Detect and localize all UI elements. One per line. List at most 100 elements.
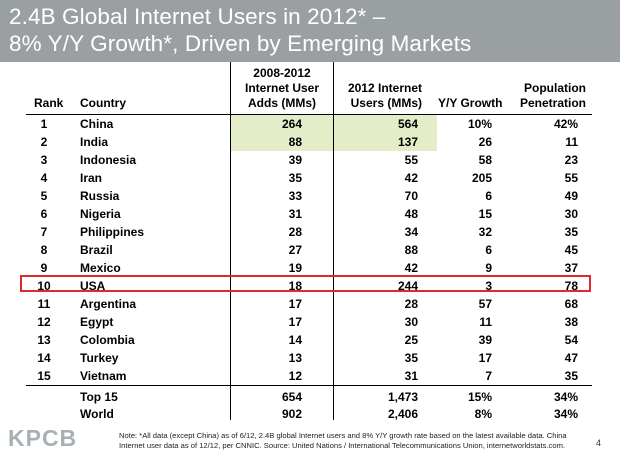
cell-growth: 8% xyxy=(474,407,492,421)
cell-adds: 19 xyxy=(288,261,302,275)
cell-users: 1,473 xyxy=(387,390,418,404)
cell-users: 70 xyxy=(404,189,418,203)
cell-country: Argentina xyxy=(80,297,137,311)
cell-pen: 55 xyxy=(564,171,578,185)
cell-adds: 654 xyxy=(281,390,302,404)
cell-growth: 57 xyxy=(478,297,492,311)
cell-pen: 30 xyxy=(564,207,578,221)
cell-users: 88 xyxy=(404,243,418,257)
cell-rank: 2 xyxy=(40,135,48,149)
cell-growth: 39 xyxy=(478,333,492,347)
header-growth: Y/Y Growth xyxy=(438,96,503,110)
cell-users: 42 xyxy=(404,261,418,275)
cell-pen: 35 xyxy=(564,225,578,239)
cell-country: Mexico xyxy=(80,261,121,275)
cell-growth: 32 xyxy=(478,225,492,239)
header-adds: 2008-2012 Internet User Adds (MMs) xyxy=(232,66,332,111)
header-penetration-line-2: Penetration xyxy=(519,96,586,110)
kpcb-logo: KPCB xyxy=(8,425,78,451)
cell-rank: 10 xyxy=(37,279,51,293)
cell-country: Russia xyxy=(80,189,120,203)
header-bottom-rule xyxy=(26,114,592,115)
cell-pen: 35 xyxy=(564,369,578,383)
cell-growth: 15 xyxy=(478,207,492,221)
cell-pen: 34% xyxy=(553,407,578,421)
cell-pen: 49 xyxy=(564,189,578,203)
cell-pen: 47 xyxy=(564,351,578,365)
header-country: Country xyxy=(80,96,126,110)
cell-users: 244 xyxy=(397,279,418,293)
cell-adds: 902 xyxy=(281,407,302,421)
cell-country: World xyxy=(80,407,114,421)
cell-adds: 12 xyxy=(288,369,302,383)
cell-growth: 58 xyxy=(478,153,492,167)
cell-growth: 11 xyxy=(479,315,492,329)
cell-rank: 9 xyxy=(40,261,48,275)
header-adds-line-1: 2008-2012 xyxy=(253,66,311,80)
title-line-1: 2.4B Global Internet Users in 2012* – xyxy=(9,4,386,29)
cell-rank: 7 xyxy=(40,225,48,239)
adds-col-right-border xyxy=(333,62,334,420)
source-note: Note: *All data (except China) as of 6/1… xyxy=(119,431,567,450)
cell-users: 564 xyxy=(397,117,418,131)
cell-users: 35 xyxy=(404,351,418,365)
usa-highlight-box xyxy=(20,275,591,292)
cell-pen: 23 xyxy=(564,153,578,167)
cell-rank: 6 xyxy=(40,207,48,221)
cell-country: Iran xyxy=(80,171,103,185)
cell-adds: 14 xyxy=(288,333,302,347)
cell-users: 48 xyxy=(404,207,418,221)
cell-country: USA xyxy=(80,279,106,293)
cell-country: Philippines xyxy=(80,225,145,239)
cell-country: Colombia xyxy=(80,333,135,347)
cell-country: Egypt xyxy=(80,315,114,329)
header-adds-line-2: Internet User xyxy=(244,81,320,95)
cell-pen: 34% xyxy=(553,390,578,404)
cell-rank: 8 xyxy=(40,243,48,257)
header-penetration-line-1: Population xyxy=(524,81,586,95)
cell-growth: 3 xyxy=(485,279,492,293)
cell-adds: 17 xyxy=(288,297,302,311)
header-penetration: Population Penetration xyxy=(508,81,586,111)
cell-adds: 28 xyxy=(288,225,302,239)
cell-users: 25 xyxy=(404,333,418,347)
cell-adds: 31 xyxy=(288,207,302,221)
cell-pen: 38 xyxy=(564,315,578,329)
highlight-china-india xyxy=(231,115,437,151)
cell-country: China xyxy=(80,117,114,131)
cell-adds: 88 xyxy=(288,135,302,149)
page-number: 4 xyxy=(596,438,602,448)
cell-adds: 35 xyxy=(288,171,302,185)
cell-rank: 5 xyxy=(40,189,48,203)
cell-growth: 15% xyxy=(467,390,492,404)
cell-adds: 264 xyxy=(281,117,302,131)
cell-adds: 33 xyxy=(288,189,302,203)
cell-users: 42 xyxy=(404,171,418,185)
cell-rank: 1 xyxy=(40,117,48,131)
cell-rank: 13 xyxy=(37,333,51,347)
cell-users: 31 xyxy=(404,369,418,383)
cell-adds: 13 xyxy=(288,351,302,365)
cell-growth: 205 xyxy=(471,171,492,185)
cell-pen: 54 xyxy=(564,333,578,347)
cell-country: Top 15 xyxy=(80,390,118,404)
cell-rank: 3 xyxy=(40,153,48,167)
cell-country: India xyxy=(80,135,109,149)
cell-pen: 78 xyxy=(564,279,578,293)
cell-rank: 4 xyxy=(40,171,48,185)
cell-rank: 11 xyxy=(37,297,51,311)
header-rank: Rank xyxy=(34,96,64,110)
cell-country: Brazil xyxy=(80,243,113,257)
cell-rank: 12 xyxy=(37,315,51,329)
cell-pen: 37 xyxy=(564,261,578,275)
cell-growth: 6 xyxy=(485,189,492,203)
header-users-line-2: Users (MMs) xyxy=(350,96,422,110)
cell-rank: 15 xyxy=(37,369,51,383)
cell-growth: 10% xyxy=(467,117,492,131)
cell-adds: 27 xyxy=(288,243,302,257)
cell-pen: 45 xyxy=(564,243,578,257)
cell-rank: 14 xyxy=(37,351,51,365)
cell-growth: 9 xyxy=(485,261,492,275)
cell-adds: 39 xyxy=(288,153,302,167)
cell-adds: 17 xyxy=(288,315,302,329)
